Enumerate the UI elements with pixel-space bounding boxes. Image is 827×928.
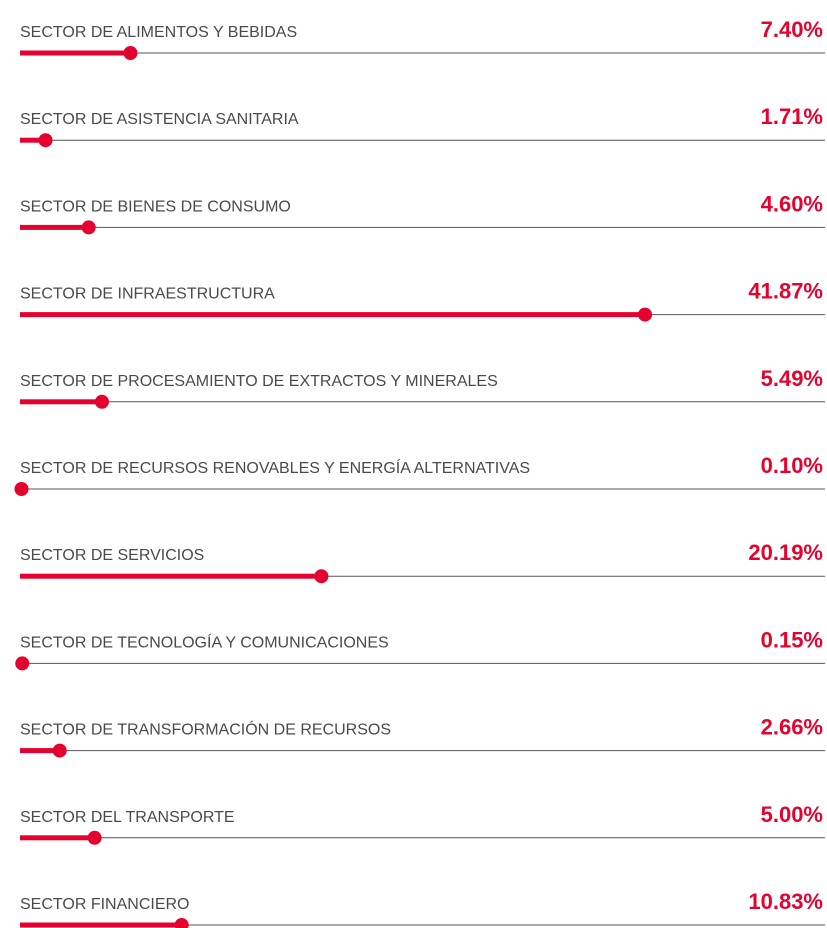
bar [20, 573, 322, 579]
bar-end-dot [15, 656, 30, 671]
category-label: SECTOR FINANCIERO [20, 896, 190, 913]
category-label: SECTOR DE SERVICIOS [20, 547, 204, 564]
category-label: SECTOR DE TRANSFORMACIÓN DE RECURSOS [20, 720, 391, 739]
bar [20, 922, 182, 928]
bar [20, 224, 89, 230]
category-label: SECTOR DE ASISTENCIA SANITARIA [20, 111, 299, 128]
bar-end-dot [94, 394, 109, 409]
bar-end-dot [87, 830, 102, 845]
value-label: 41.87% [748, 279, 823, 304]
category-label: SECTOR DE PROCESAMIENTO DE EXTRACTOS Y M… [20, 373, 498, 390]
value-label: 5.00% [761, 802, 823, 827]
bar-end-dot [638, 307, 652, 322]
value-label: 0.15% [761, 627, 823, 652]
value-label: 4.60% [761, 191, 823, 216]
category-label: SECTOR DE TECNOLOGÍA Y COMUNICACIONES [20, 632, 389, 651]
value-label: 1.71% [761, 104, 823, 129]
bar-end-dot [314, 569, 329, 584]
bar [20, 137, 46, 143]
value-label: 7.40% [761, 17, 823, 42]
bar-end-dot [38, 133, 53, 148]
category-label: SECTOR DEL TRANSPORTE [20, 809, 235, 826]
bar-end-dot [52, 743, 67, 758]
bar [20, 748, 60, 754]
value-label: 10.83% [748, 889, 823, 914]
value-label: 0.10% [761, 453, 823, 478]
category-label: SECTOR DE ALIMENTOS Y BEBIDAS [20, 24, 297, 41]
bar [20, 50, 131, 56]
bar [20, 399, 102, 405]
value-label: 20.19% [748, 540, 823, 565]
bar-end-dot [174, 918, 189, 928]
category-label: SECTOR DE INFRAESTRUCTURA [20, 286, 275, 303]
bar-end-dot [123, 46, 138, 60]
category-label: SECTOR DE BIENES DE CONSUMO [20, 198, 291, 215]
value-label: 2.66% [761, 715, 823, 740]
bar-end-dot [14, 482, 29, 496]
category-label: SECTOR DE RECURSOS RENOVABLES Y ENERGÍA … [20, 458, 530, 477]
bar [20, 835, 95, 841]
bar-end-dot [81, 220, 96, 235]
value-label: 5.49% [761, 366, 823, 391]
bar [20, 312, 645, 318]
